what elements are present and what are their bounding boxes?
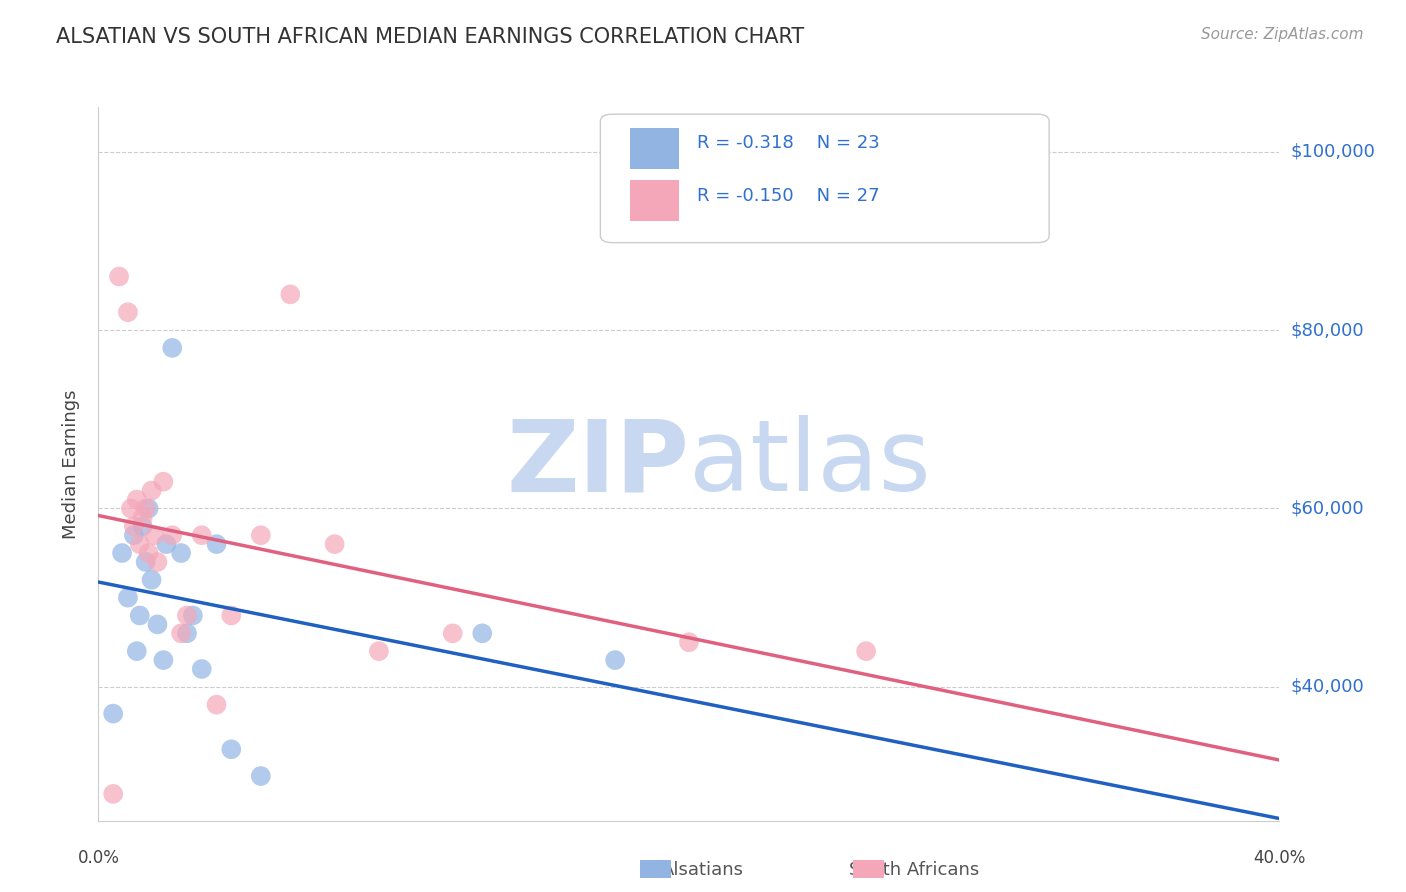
Point bbox=[181, 608, 204, 623]
Point bbox=[141, 483, 163, 498]
Point bbox=[471, 626, 494, 640]
Text: atlas: atlas bbox=[689, 416, 931, 512]
Point bbox=[122, 528, 145, 542]
Point bbox=[117, 591, 139, 605]
Point bbox=[170, 546, 193, 560]
Point bbox=[323, 537, 346, 551]
Point bbox=[120, 501, 142, 516]
Point bbox=[678, 635, 700, 649]
Point bbox=[191, 662, 214, 676]
Point bbox=[250, 769, 273, 783]
Point bbox=[141, 573, 163, 587]
Point bbox=[117, 305, 139, 319]
Point bbox=[278, 287, 302, 301]
Text: $80,000: $80,000 bbox=[1291, 321, 1364, 339]
Point bbox=[138, 546, 160, 560]
FancyBboxPatch shape bbox=[630, 180, 679, 221]
Point bbox=[152, 653, 174, 667]
Point bbox=[152, 475, 174, 489]
Point bbox=[219, 608, 242, 623]
Text: 0.0%: 0.0% bbox=[77, 849, 120, 867]
Point bbox=[605, 653, 627, 667]
Point bbox=[205, 698, 228, 712]
Point bbox=[135, 555, 157, 569]
Text: 40.0%: 40.0% bbox=[1253, 849, 1306, 867]
Point bbox=[155, 537, 177, 551]
Point bbox=[170, 626, 193, 640]
Point bbox=[191, 528, 214, 542]
Point bbox=[103, 706, 125, 721]
Text: Alsatians: Alsatians bbox=[662, 861, 744, 879]
FancyBboxPatch shape bbox=[630, 128, 679, 169]
Point bbox=[132, 519, 155, 533]
Point bbox=[111, 546, 134, 560]
FancyBboxPatch shape bbox=[600, 114, 1049, 243]
Point bbox=[128, 537, 150, 551]
Point bbox=[125, 492, 148, 507]
Point bbox=[441, 626, 464, 640]
Text: $60,000: $60,000 bbox=[1291, 500, 1364, 517]
Point bbox=[125, 644, 148, 658]
Text: $40,000: $40,000 bbox=[1291, 678, 1364, 696]
Point bbox=[176, 626, 198, 640]
Text: Source: ZipAtlas.com: Source: ZipAtlas.com bbox=[1201, 27, 1364, 42]
Point bbox=[135, 501, 157, 516]
Point bbox=[146, 617, 169, 632]
Point bbox=[855, 644, 877, 658]
Text: R = -0.318    N = 23: R = -0.318 N = 23 bbox=[697, 134, 880, 152]
Text: ZIP: ZIP bbox=[506, 416, 689, 512]
Point bbox=[143, 528, 166, 542]
Y-axis label: Median Earnings: Median Earnings bbox=[62, 389, 80, 539]
Point bbox=[122, 519, 145, 533]
Text: South Africans: South Africans bbox=[849, 861, 979, 879]
Point bbox=[250, 528, 273, 542]
Point bbox=[138, 501, 160, 516]
Text: R = -0.150    N = 27: R = -0.150 N = 27 bbox=[697, 187, 880, 205]
Point bbox=[128, 608, 150, 623]
Point bbox=[162, 528, 183, 542]
Point bbox=[219, 742, 242, 756]
Text: ALSATIAN VS SOUTH AFRICAN MEDIAN EARNINGS CORRELATION CHART: ALSATIAN VS SOUTH AFRICAN MEDIAN EARNING… bbox=[56, 27, 804, 46]
Point bbox=[205, 537, 228, 551]
Point bbox=[162, 341, 183, 355]
Point bbox=[146, 555, 169, 569]
Point bbox=[176, 608, 198, 623]
Point bbox=[368, 644, 391, 658]
Point bbox=[132, 510, 155, 524]
Point bbox=[108, 269, 131, 284]
Text: $100,000: $100,000 bbox=[1291, 143, 1375, 161]
Point bbox=[103, 787, 125, 801]
